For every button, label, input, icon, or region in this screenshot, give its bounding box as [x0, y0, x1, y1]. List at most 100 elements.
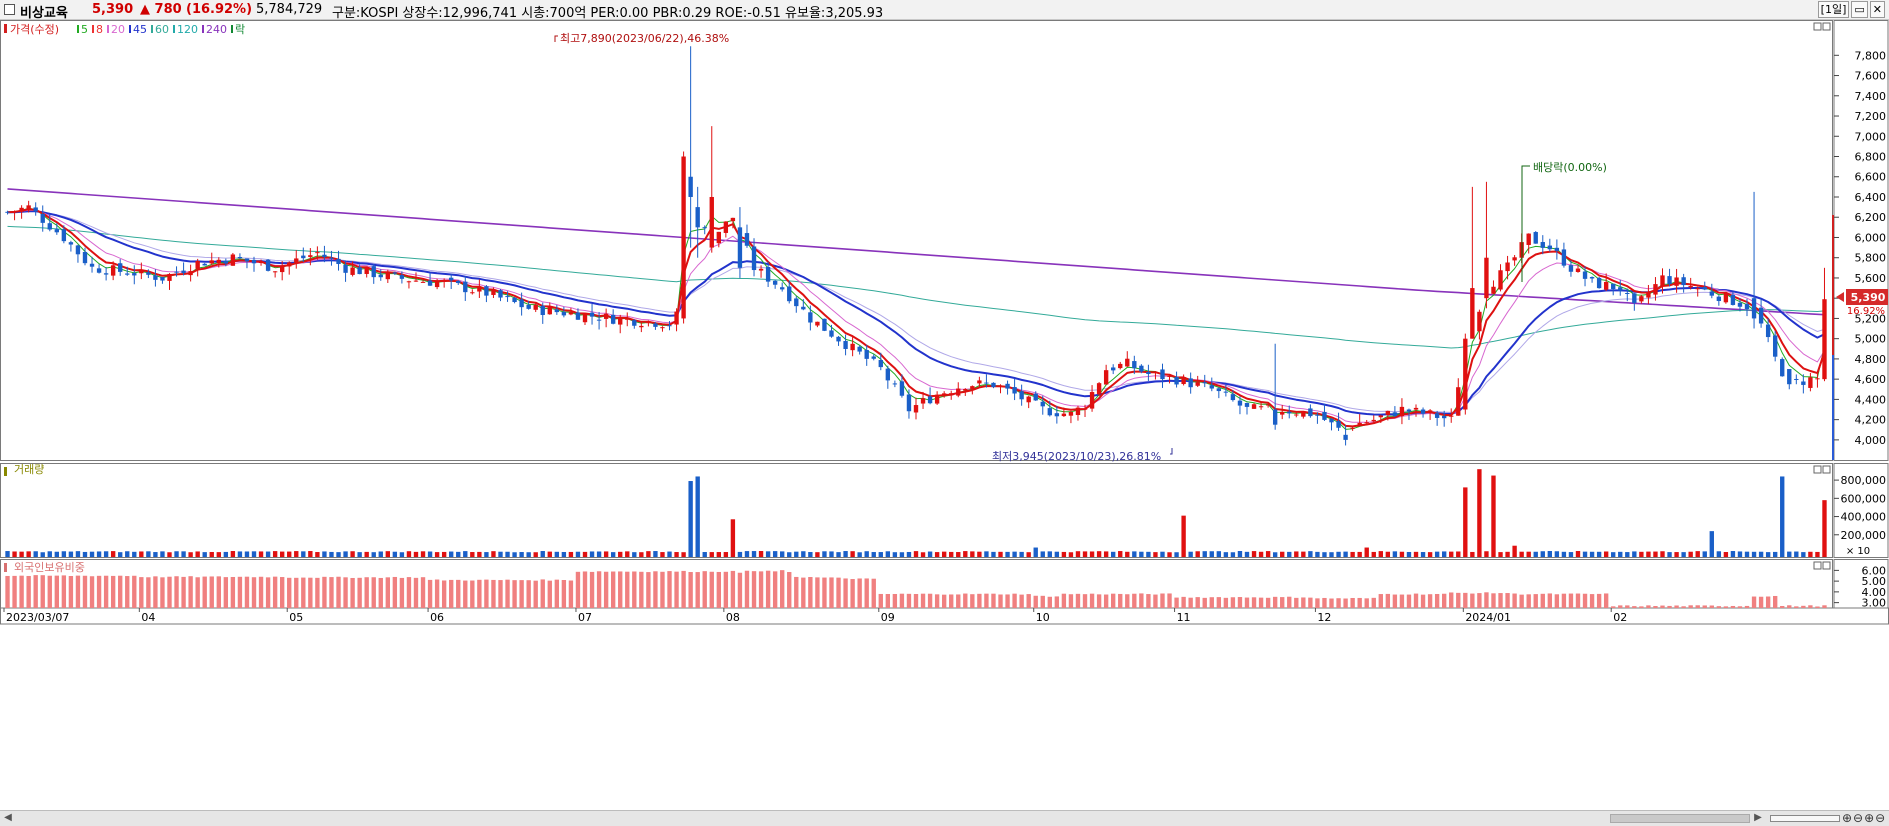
volume-bar: [674, 552, 679, 557]
volume-bar: [364, 551, 369, 557]
foreign-bar: [40, 575, 45, 608]
candle-body: [40, 213, 45, 223]
scroll-thumb[interactable]: [1610, 814, 1750, 823]
foreign-bar: [1730, 605, 1736, 608]
candle-body: [287, 262, 292, 267]
volume-bar: [153, 552, 158, 557]
candle-body: [1815, 378, 1820, 380]
foreign-bar: [857, 578, 862, 608]
candle-body: [1660, 275, 1665, 287]
volume-bar: [878, 552, 883, 557]
foreign-bar: [1589, 594, 1595, 608]
volume-bar: [5, 551, 10, 557]
zoom-icons[interactable]: ⊕⊖⊕⊖: [1842, 811, 1887, 825]
window-restore-icon[interactable]: ▭: [1851, 1, 1868, 18]
volume-bar: [547, 551, 552, 557]
foreign-bar: [582, 571, 588, 608]
volume-bar: [815, 552, 820, 557]
foreign-bar: [653, 571, 658, 608]
foreign-bar: [984, 593, 989, 608]
foreign-bar: [1343, 598, 1348, 608]
volume-bar: [392, 551, 398, 557]
volume-bar: [885, 551, 891, 557]
legend-swatch: [129, 25, 131, 33]
candle-body: [1040, 401, 1045, 407]
foreign-bar: [258, 576, 264, 608]
candle-body: [1181, 377, 1186, 385]
foreign-bar: [695, 572, 700, 608]
candle-body: [1751, 298, 1757, 319]
candle-body: [1625, 292, 1630, 294]
foreign-bar: [357, 577, 362, 608]
candle-body: [1632, 293, 1637, 303]
foreign-bar: [1491, 593, 1496, 608]
stock-chart[interactable]: 4,0004,2004,4004,6004,8005,0005,2005,400…: [0, 20, 1889, 810]
x-tick-label: 02: [1613, 611, 1627, 624]
foreign-bar: [751, 571, 757, 608]
candle-body: [54, 229, 60, 233]
price-tick-label: 4,600: [1855, 373, 1887, 386]
volume-tick-label: 200,000: [1841, 529, 1887, 542]
foreign-bar: [568, 580, 574, 608]
volume-bar: [181, 551, 186, 557]
volume-bar: [1765, 552, 1771, 557]
foreign-bar: [110, 575, 116, 608]
volume-bar: [1012, 551, 1017, 557]
foreign-bar: [1449, 592, 1454, 608]
volume-panel-title: 거래량: [14, 463, 44, 476]
volume-tick-label: 400,000: [1841, 511, 1887, 524]
volume-bar: [132, 551, 137, 557]
volume-bar: [1716, 551, 1722, 557]
foreign-bar: [794, 576, 799, 608]
volume-bar: [610, 552, 616, 557]
foreign-bar: [1702, 605, 1707, 608]
volume-bar: [1216, 551, 1222, 557]
candle-body: [1667, 276, 1672, 285]
volume-bar: [1596, 551, 1602, 557]
volume-bar: [1054, 551, 1060, 557]
zoom-slider[interactable]: [1770, 815, 1840, 822]
foreign-bar: [1364, 598, 1369, 608]
volume-bar: [540, 551, 545, 557]
foreign-bar: [1646, 605, 1651, 608]
x-tick-label: 06: [430, 611, 444, 624]
candle-body: [1251, 404, 1257, 409]
x-tick-label: 12: [1317, 611, 1331, 624]
candle-body: [132, 273, 137, 276]
volume-bar: [660, 552, 665, 557]
foreign-bar: [1434, 593, 1440, 608]
foreign-bar: [1413, 593, 1419, 608]
candle-body: [1681, 277, 1686, 286]
candle-body: [1195, 382, 1200, 386]
title-bar: 비상교육 5,390 ▲ 780 (16.92%) 5,784,729 구분:K…: [0, 0, 1889, 21]
foreign-bar: [1174, 597, 1179, 608]
foreign-bar: [1582, 593, 1588, 608]
panel-checkbox[interactable]: [4, 4, 15, 15]
volume-bar: [237, 551, 243, 557]
x-tick-label: 07: [578, 611, 592, 624]
volume-bar: [110, 551, 116, 557]
close-icon[interactable]: ✕: [1869, 1, 1885, 18]
volume-bar: [427, 551, 433, 557]
volume-bar: [1434, 551, 1440, 557]
candle-body: [1737, 302, 1743, 307]
candle-body: [1287, 411, 1292, 414]
period-button[interactable]: [1일]: [1817, 1, 1850, 18]
foreign-bar: [1427, 594, 1433, 608]
scroll-bar[interactable]: ◀ ▶ ⊕⊖⊕⊖: [0, 810, 1889, 826]
foreign-bar: [1047, 596, 1052, 608]
candle-body: [1139, 365, 1144, 372]
foreign-bar: [181, 576, 186, 608]
candle-body: [927, 396, 933, 404]
foreign-bar: [1258, 597, 1264, 608]
foreign-bar: [1406, 594, 1412, 608]
volume-bar: [1660, 551, 1665, 557]
foreign-bar: [413, 577, 419, 608]
volume-bar: [1209, 551, 1214, 557]
foreign-bar: [998, 594, 1003, 608]
scroll-left-icon[interactable]: ◀: [4, 812, 12, 823]
price-tick-label: 6,400: [1855, 191, 1887, 204]
volume-bar: [301, 551, 306, 557]
scroll-right-icon[interactable]: ▶: [1754, 812, 1762, 823]
volume-bar: [1420, 552, 1426, 557]
